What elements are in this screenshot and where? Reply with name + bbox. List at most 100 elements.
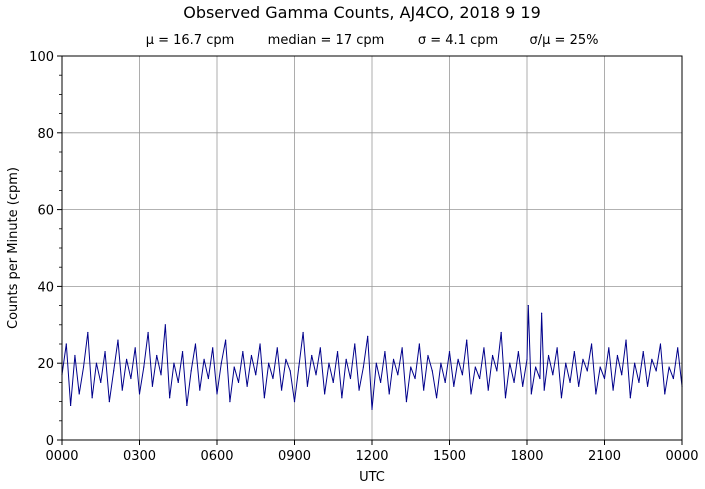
data-point (556, 347, 558, 349)
data-point (655, 370, 657, 372)
data-point (527, 305, 529, 307)
data-point (431, 370, 433, 372)
data-point (220, 362, 222, 364)
data-point (440, 362, 442, 364)
data-point (384, 351, 386, 353)
data-point (487, 389, 489, 391)
data-point (453, 385, 455, 387)
data-point (242, 351, 244, 353)
data-point (547, 354, 550, 357)
data-point (380, 381, 382, 383)
data-point (448, 351, 451, 353)
data-point (229, 401, 231, 403)
data-point (362, 366, 364, 368)
x-tick-label: 0600 (200, 449, 233, 464)
data-point (285, 358, 287, 360)
data-point (522, 385, 524, 387)
data-point (659, 343, 662, 345)
data-point (371, 408, 373, 410)
data-point (517, 351, 519, 353)
data-point (268, 362, 270, 364)
data-point (212, 347, 214, 349)
data-point (603, 377, 606, 380)
data-point (535, 366, 537, 368)
data-point (65, 343, 67, 345)
data-point (302, 331, 304, 334)
data-point (410, 366, 412, 368)
subtitle-ratio: σ/μ = 25% (530, 33, 599, 48)
data-point (608, 347, 610, 349)
data-point (578, 385, 580, 387)
data-point (470, 393, 472, 395)
data-point (181, 351, 184, 353)
x-tick-label: 0300 (123, 449, 156, 464)
data-point (328, 362, 330, 364)
data-point (634, 362, 636, 364)
data-point (306, 385, 309, 387)
x-tick-label: 2100 (588, 449, 621, 464)
data-point (319, 347, 321, 349)
data-point (190, 370, 192, 372)
data-point (479, 377, 481, 380)
subtitle-sigma: σ = 4.1 cpm (418, 33, 498, 48)
data-point (423, 389, 425, 391)
data-point (621, 374, 623, 376)
data-point (143, 366, 145, 368)
data-point (625, 339, 627, 341)
subtitle-mean: μ = 16.7 cpm (146, 33, 235, 48)
data-point (104, 351, 106, 353)
grid-lines (62, 56, 682, 440)
data-point (237, 381, 240, 383)
data-point (125, 358, 128, 360)
data-point (255, 374, 257, 376)
data-point (491, 354, 494, 357)
data-point (95, 362, 98, 364)
data-point (311, 354, 313, 357)
data-point (612, 389, 614, 391)
data-point (87, 331, 89, 334)
data-point (629, 397, 631, 399)
data-point (134, 347, 136, 349)
y-tick-labels: 0 20 40 60 80 100 (29, 50, 54, 449)
data-point (435, 397, 438, 399)
data-point (113, 370, 115, 372)
data-point (367, 335, 369, 337)
x-tick-label: 0900 (278, 449, 311, 464)
data-point (405, 401, 408, 403)
data-point (169, 397, 171, 399)
data-point (225, 339, 227, 341)
data-point (341, 397, 343, 399)
data-point (513, 381, 515, 383)
data-point (121, 389, 123, 391)
data-point (100, 381, 102, 383)
data-point (194, 343, 197, 345)
data-point (427, 354, 429, 357)
tick-marks (57, 55, 683, 445)
data-point (233, 366, 235, 368)
data-point (78, 393, 80, 395)
data-point (414, 377, 416, 380)
data-point (582, 358, 584, 360)
data-point (388, 393, 390, 395)
data-point (354, 343, 356, 345)
x-tick-label: 0000 (45, 449, 78, 464)
data-point (203, 358, 205, 360)
data-point (397, 374, 399, 376)
data-point (543, 389, 545, 391)
x-tick-labels: 0000 0300 0600 0900 1200 1500 1800 2100 0000 (45, 449, 698, 464)
data-point (616, 354, 619, 357)
data-point (263, 397, 265, 399)
data-point (461, 374, 464, 376)
data-point (500, 331, 502, 334)
data-point (668, 366, 670, 368)
data-point (151, 385, 154, 387)
y-tick-label: 0 (46, 434, 54, 449)
data-point (160, 374, 162, 376)
data-point (552, 374, 554, 376)
data-point (595, 393, 597, 395)
data-point (138, 393, 141, 395)
data-point (590, 343, 593, 345)
y-tick-label: 100 (29, 50, 54, 65)
y-tick-label: 40 (37, 280, 54, 295)
